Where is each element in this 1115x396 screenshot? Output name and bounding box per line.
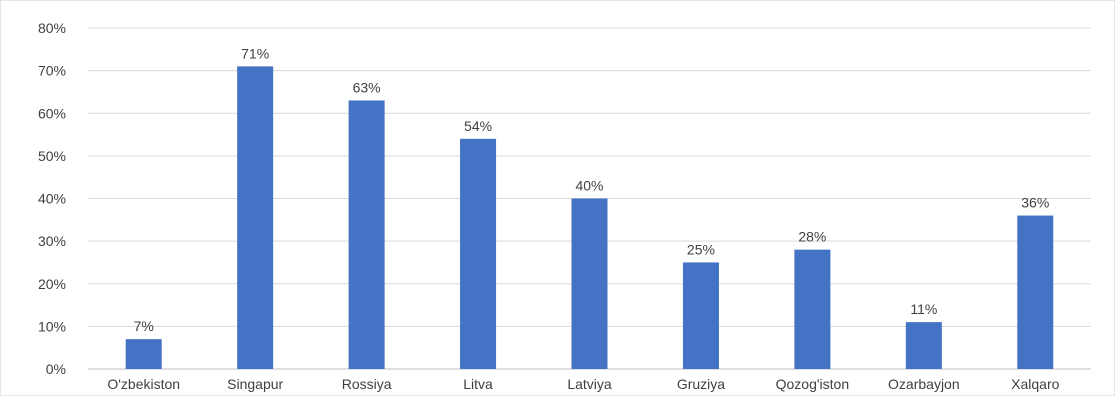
y-tick-label: 0% [46, 361, 66, 377]
category-label: Singapur [227, 376, 283, 392]
y-tick-label: 80% [38, 20, 66, 36]
bar [348, 100, 385, 370]
bar [794, 249, 831, 369]
y-tick-label: 70% [38, 63, 66, 79]
category-label: Gruziya [677, 376, 725, 392]
category-label: Litva [463, 376, 493, 392]
bar [460, 138, 497, 369]
y-tick-label: 60% [38, 105, 66, 121]
y-tick-label: 40% [38, 191, 66, 207]
y-tick-label: 20% [38, 276, 66, 292]
category-label: Xalqaro [1011, 376, 1059, 392]
bar [125, 339, 162, 369]
category-label: Latviya [567, 376, 612, 392]
category-label: Qozog'iston [776, 376, 850, 392]
data-label: 7% [134, 318, 154, 334]
data-label: 36% [1021, 195, 1049, 211]
data-label: 63% [353, 79, 381, 95]
data-label: 11% [910, 301, 937, 317]
category-label: Ozarbayjon [888, 376, 960, 392]
data-label: 71% [241, 45, 269, 61]
bar [905, 322, 942, 369]
data-label: 25% [687, 241, 715, 257]
data-label: 40% [575, 178, 603, 194]
bar [237, 66, 274, 370]
bar [682, 262, 719, 369]
category-label: Rossiya [342, 376, 392, 392]
category-label: O'zbekiston [107, 376, 180, 392]
data-label: 54% [464, 118, 492, 134]
bar [1017, 215, 1054, 369]
data-label: 28% [798, 229, 826, 245]
bar [571, 198, 608, 369]
y-tick-label: 10% [38, 318, 66, 334]
y-tick-label: 30% [38, 233, 66, 249]
y-tick-label: 50% [38, 148, 66, 164]
